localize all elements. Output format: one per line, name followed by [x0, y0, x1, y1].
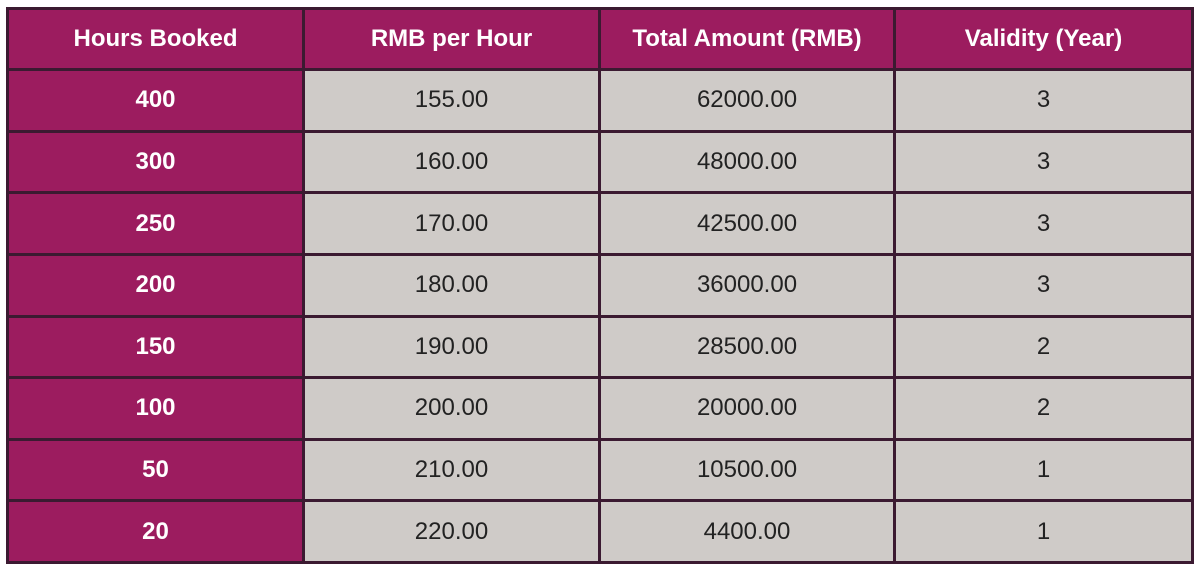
cell-rmb-per-hour: 190.00: [302, 314, 601, 380]
cell-rmb-per-hour: 160.00: [302, 129, 601, 195]
pricing-table: Hours Booked RMB per Hour Total Amount (RM…: [6, 7, 1194, 564]
cell-rmb-per-hour: 200.00: [302, 376, 601, 441]
cell-total-amount: 36000.00: [598, 252, 896, 318]
cell-validity: 2: [893, 314, 1194, 380]
cell-validity: 3: [893, 252, 1194, 318]
cell-validity: 3: [893, 68, 1194, 133]
cell-total-amount: 20000.00: [598, 376, 896, 441]
header-row: Hours Booked RMB per Hour Total Amount (RM…: [6, 7, 1194, 71]
cell-hours-booked: 150: [6, 314, 305, 380]
cell-hours-booked: 50: [6, 437, 305, 503]
cell-rmb-per-hour: 180.00: [302, 252, 601, 318]
table-row: 100 200.00 20000.00 2: [6, 376, 1194, 441]
table-row: 200 180.00 36000.00 3: [6, 252, 1194, 318]
header-hours-booked: Hours Booked: [6, 7, 305, 71]
table-row: 150 190.00 28500.00 2: [6, 314, 1194, 380]
cell-rmb-per-hour: 220.00: [302, 499, 601, 564]
header-rmb-per-hour: RMB per Hour: [302, 7, 601, 71]
table-row: 250 170.00 42500.00 3: [6, 191, 1194, 256]
cell-total-amount: 4400.00: [598, 499, 896, 564]
cell-rmb-per-hour: 155.00: [302, 68, 601, 133]
cell-validity: 1: [893, 499, 1194, 564]
table-row: 400 155.00 62000.00 3: [6, 68, 1194, 133]
cell-validity: 1: [893, 437, 1194, 503]
cell-validity: 3: [893, 191, 1194, 256]
cell-rmb-per-hour: 210.00: [302, 437, 601, 503]
cell-total-amount: 42500.00: [598, 191, 896, 256]
cell-hours-booked: 20: [6, 499, 305, 564]
table-row: 300 160.00 48000.00 3: [6, 129, 1194, 195]
cell-validity: 2: [893, 376, 1194, 441]
cell-total-amount: 28500.00: [598, 314, 896, 380]
cell-total-amount: 48000.00: [598, 129, 896, 195]
cell-rmb-per-hour: 170.00: [302, 191, 601, 256]
cell-validity: 3: [893, 129, 1194, 195]
cell-hours-booked: 200: [6, 252, 305, 318]
cell-total-amount: 62000.00: [598, 68, 896, 133]
header-total-amount: Total Amount (RMB): [598, 7, 896, 71]
table-row: 20 220.00 4400.00 1: [6, 499, 1194, 564]
header-validity: Validity (Year): [893, 7, 1194, 71]
cell-total-amount: 10500.00: [598, 437, 896, 503]
cell-hours-booked: 250: [6, 191, 305, 256]
table-row: 50 210.00 10500.00 1: [6, 437, 1194, 503]
cell-hours-booked: 400: [6, 68, 305, 133]
cell-hours-booked: 100: [6, 376, 305, 441]
cell-hours-booked: 300: [6, 129, 305, 195]
